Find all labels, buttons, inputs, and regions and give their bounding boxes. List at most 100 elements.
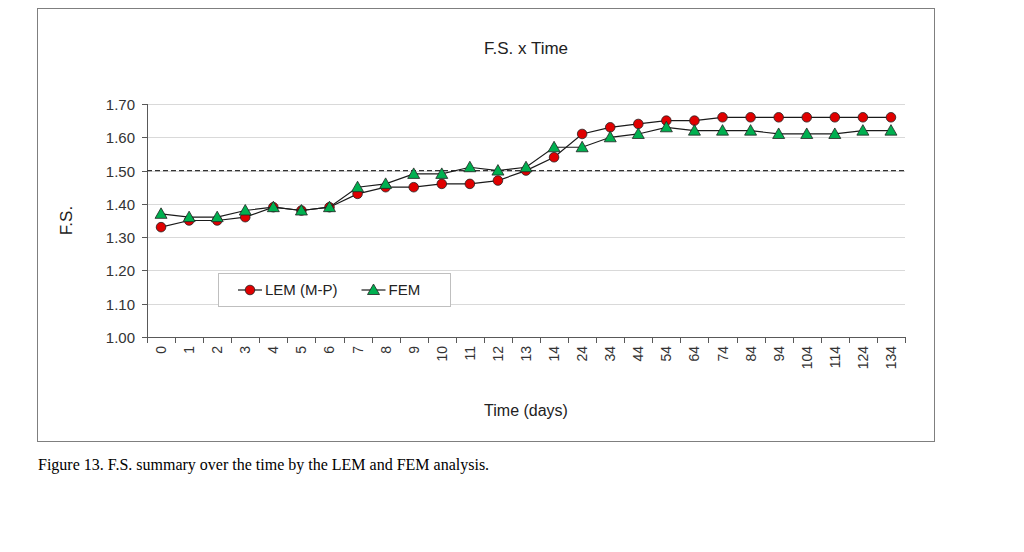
data-point (548, 141, 560, 152)
series-line (161, 117, 891, 227)
y-tick (142, 337, 147, 338)
x-tick (400, 337, 401, 343)
x-tick (428, 337, 429, 343)
x-tick (737, 337, 738, 343)
x-tick (877, 337, 878, 343)
x-tick-label: 104 (799, 346, 815, 370)
data-point (802, 113, 812, 123)
data-point (577, 129, 587, 139)
x-tick (175, 337, 176, 343)
y-tick (142, 237, 147, 238)
x-tick-label: 134 (883, 346, 899, 370)
data-point (352, 181, 364, 192)
data-point (155, 208, 167, 219)
data-point (380, 178, 392, 189)
legend-label: FEM (389, 281, 421, 298)
x-tick (203, 337, 204, 343)
x-tick (147, 337, 148, 343)
grid-line (147, 137, 905, 138)
data-point (465, 179, 475, 189)
x-tick (765, 337, 766, 343)
title: F.S. x Time (484, 39, 568, 58)
data-point (492, 165, 504, 176)
y-axis (147, 104, 148, 337)
x-tick (372, 337, 373, 343)
legend-marker (245, 285, 255, 295)
x-tick-label: 94 (771, 346, 787, 362)
grid-line (147, 104, 905, 105)
legend: LEM (M-P) FEM (219, 274, 451, 307)
x-tick-label: 4 (265, 346, 281, 354)
x-tick (456, 337, 457, 343)
y-tick (142, 304, 147, 305)
x-tick-label: 54 (658, 346, 674, 362)
data-point (520, 161, 532, 172)
data-point (688, 125, 700, 136)
x-tick-label: 3 (237, 346, 253, 354)
x-tick (849, 337, 850, 343)
data-point (830, 113, 840, 123)
data-point (239, 205, 251, 216)
x-tick (540, 337, 541, 343)
plot-area (147, 113, 905, 232)
data-point (437, 179, 447, 189)
x-tick-label: 1 (181, 346, 197, 354)
x-tick-label: 74 (715, 346, 731, 362)
data-point (745, 125, 757, 136)
series-line (161, 127, 891, 217)
data-point (885, 125, 897, 136)
data-point (211, 211, 223, 222)
y-tick-label: 1.50 (106, 163, 135, 180)
x-tick-label: 14 (546, 346, 562, 362)
data-point (886, 113, 896, 123)
caption: Figure 13. F.S. summary over the time by… (38, 456, 489, 474)
y-tick (142, 270, 147, 271)
data-point (323, 201, 335, 212)
chart: F.S. x Time1.001.101.201.301.401.501.601… (0, 0, 1024, 552)
x-tick (680, 337, 681, 343)
x-tick (344, 337, 345, 343)
legend-marker (368, 284, 380, 295)
data-point (156, 222, 166, 232)
y-tick (142, 137, 147, 138)
grid-line (147, 237, 905, 238)
x-tick-label: 2 (209, 346, 225, 354)
y-tick-label: 1.40 (106, 196, 135, 213)
grid-line (147, 270, 905, 271)
x-tick (315, 337, 316, 343)
y-tick (142, 171, 147, 172)
y-tick-label: 1.20 (106, 262, 135, 279)
x-tick-label: 7 (350, 346, 366, 354)
data-point (829, 128, 841, 138)
x-tick-label: 114 (827, 346, 843, 369)
data-point (717, 125, 729, 136)
x-tick (512, 337, 513, 343)
y-tick-label: 1.30 (106, 229, 135, 246)
data-point (409, 182, 419, 192)
y-tick (142, 204, 147, 205)
x-tick-label: 12 (490, 346, 506, 362)
y-tick-label: 1.00 (106, 329, 135, 346)
y-tick (142, 104, 147, 105)
x-tick-label: 24 (574, 346, 590, 362)
data-point (718, 113, 728, 123)
x-tick-label: 44 (630, 346, 646, 362)
x-tick-label: 5 (293, 346, 309, 354)
y-tick-label: 1.70 (106, 96, 135, 113)
x-tick-label: 9 (406, 346, 422, 354)
x-tick (484, 337, 485, 343)
data-point (576, 141, 588, 152)
x-tick-label: 34 (602, 346, 618, 362)
x-tick (568, 337, 569, 343)
y-tick-label: 1.60 (106, 129, 135, 146)
data-point (774, 113, 784, 123)
data-point (267, 201, 279, 212)
data-point (660, 121, 672, 132)
grid-line (147, 204, 905, 205)
x-tick (231, 337, 232, 343)
data-point (549, 152, 559, 162)
x-tick (259, 337, 260, 343)
x-tick-label: 84 (743, 346, 759, 362)
x-tick-label: 64 (686, 346, 702, 362)
legend-label: LEM (M-P) (265, 281, 338, 298)
